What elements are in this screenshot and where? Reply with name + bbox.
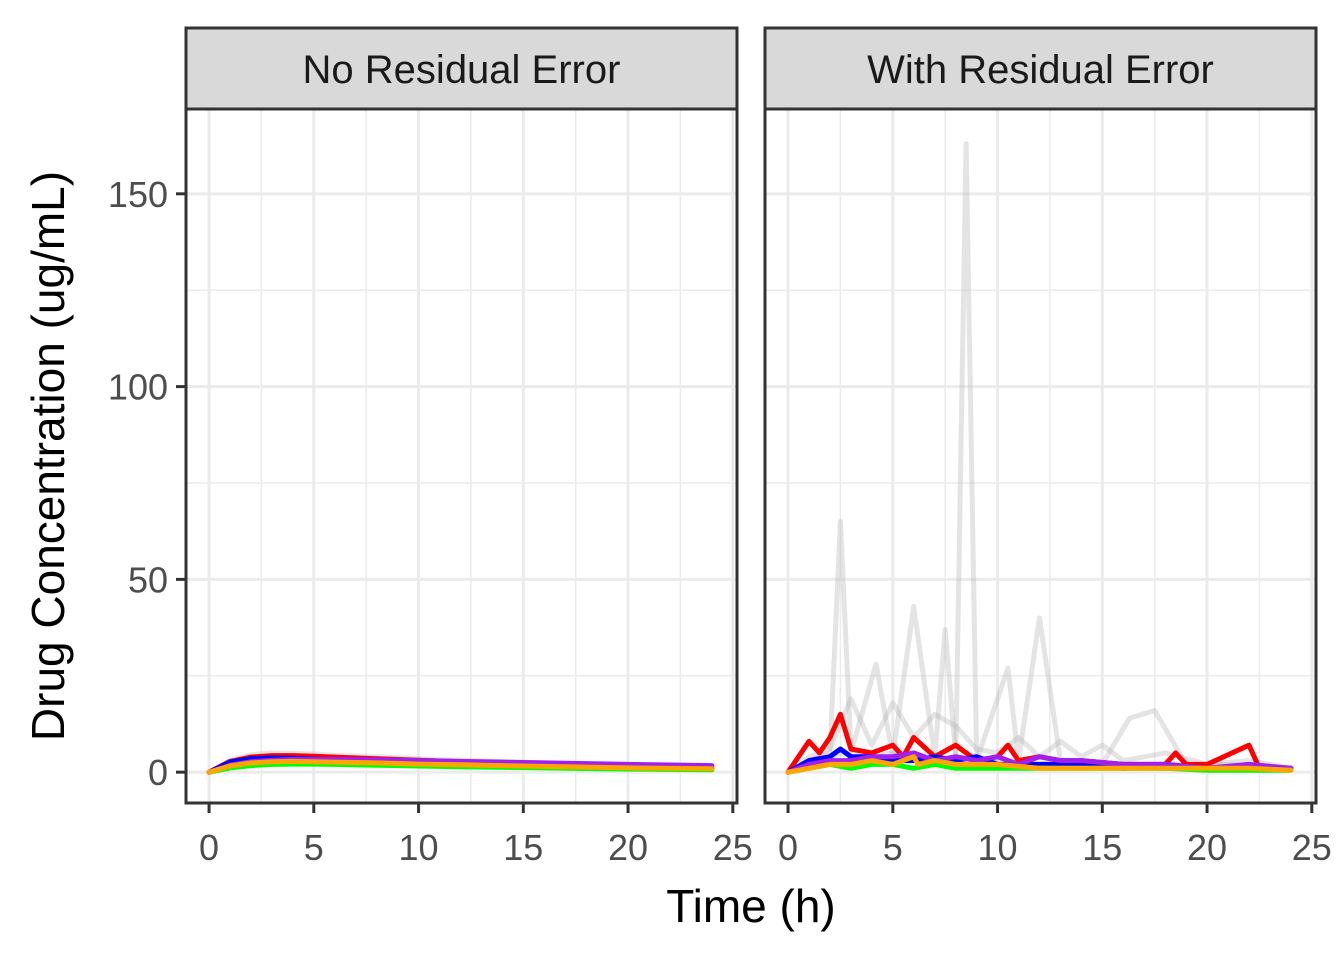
series-line-purple [785, 750, 1294, 775]
panel-with-residual-error: With Residual Error 0 5 10 15 20 25 [763, 26, 1332, 868]
x-tick-label: 15 [503, 827, 543, 868]
series-layer [785, 711, 1294, 775]
y-tick-label: 150 [108, 174, 168, 215]
panel-border [184, 107, 739, 805]
strip-background [184, 26, 739, 111]
strip-label: No Residual Error [303, 48, 621, 92]
x-tick-label: 5 [883, 827, 903, 868]
grid-layer [186, 109, 737, 803]
background-series-line [786, 696, 1292, 775]
y-tick-label: 100 [108, 367, 168, 408]
y-tick-label: 50 [128, 559, 168, 600]
x-tick-label: 0 [199, 827, 219, 868]
grid-layer [765, 109, 1316, 803]
x-tick-label: 25 [1292, 827, 1332, 868]
x-axis-ticks: 0 5 10 15 20 25 [199, 803, 753, 868]
x-tick-label: 20 [608, 827, 648, 868]
x-tick-label: 5 [304, 827, 324, 868]
panel-no-residual-error: No Residual Error 0 5 10 15 20 25 [184, 26, 753, 868]
x-tick-label: 15 [1082, 827, 1122, 868]
series-layer [206, 753, 715, 775]
x-tick-label: 10 [399, 827, 439, 868]
y-axis-ticks: 0 50 100 150 [108, 174, 186, 793]
strip-label: With Residual Error [867, 48, 1214, 92]
x-axis-title: Time (h) [666, 880, 836, 932]
x-axis-ticks: 0 5 10 15 20 25 [778, 803, 1332, 868]
x-tick-label: 20 [1187, 827, 1227, 868]
panel-border [763, 107, 1318, 805]
x-tick-label: 0 [778, 827, 798, 868]
series-line-orange [206, 758, 715, 775]
series-line-orange [785, 754, 1294, 775]
x-tick-label: 25 [713, 827, 753, 868]
y-axis-title: Drug Concentration (ug/mL) [22, 171, 74, 741]
y-tick-label: 0 [148, 752, 168, 793]
x-tick-label: 10 [978, 827, 1018, 868]
